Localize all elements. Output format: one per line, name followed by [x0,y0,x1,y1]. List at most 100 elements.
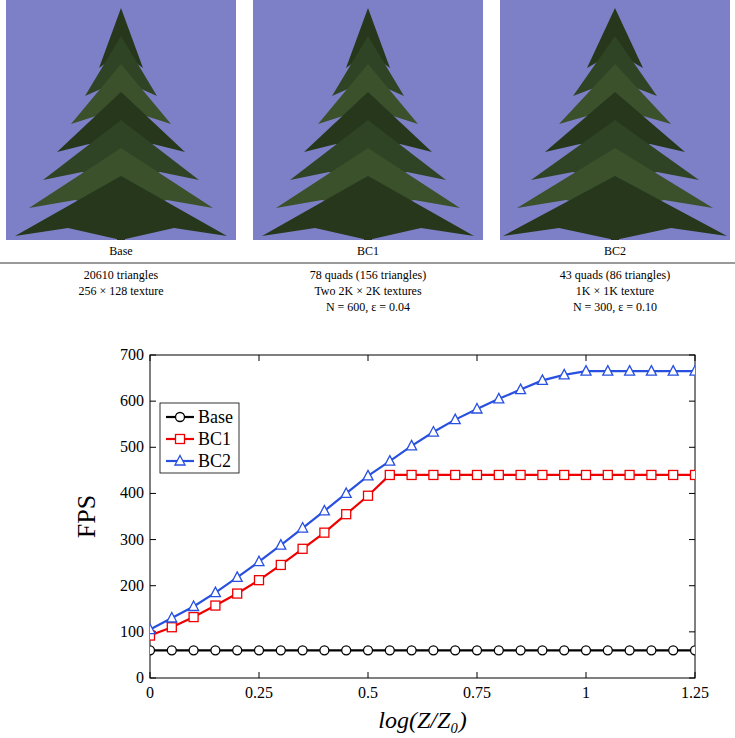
image-caption: Two 2K × 2K textures [314,284,422,298]
point [582,470,591,479]
legend: BaseBC1BC2 [160,403,239,473]
point [647,470,656,479]
figure: Base20610 triangles256 × 128 textureBC17… [0,0,735,738]
point [582,646,591,655]
x-tick [368,672,369,678]
point [560,646,569,655]
point [494,646,503,655]
legend-marker [176,413,185,422]
foliage [503,176,727,240]
point [320,646,329,655]
legend-label: BC2 [198,451,231,471]
point [320,528,329,537]
point [669,646,678,655]
x-tick-label: 0.75 [463,684,491,701]
legend-box [160,403,239,473]
image-title: BC2 [604,244,626,258]
y-tick [150,447,156,448]
x-tick [586,672,587,678]
y-tick [689,585,695,586]
point [581,366,591,376]
point [538,646,547,655]
y-tick [689,493,695,494]
y-tick [689,678,695,679]
point [451,470,460,479]
point [538,470,547,479]
y-axis-title: FPS [72,495,101,538]
y-tick [689,447,695,448]
point [342,646,351,655]
y-tick [689,539,695,540]
image-title: BC1 [357,244,379,258]
point [210,587,220,597]
point [233,646,242,655]
point [298,523,308,533]
point [647,646,656,655]
point [690,366,695,376]
point [341,488,351,498]
point [516,470,525,479]
point [668,366,678,376]
x-tick [150,672,151,678]
x-tick [259,672,260,678]
image-caption: 1K × 1K texture [576,284,654,298]
point [364,491,373,500]
x-tick [259,355,260,361]
plot-frame [150,355,695,678]
y-tick [150,539,156,540]
point [669,470,678,479]
x-tick-label: 1.25 [681,684,709,701]
point [319,505,329,514]
x-tick [150,355,151,361]
x-tick-label: 0.5 [358,684,378,701]
point [255,576,264,585]
point [451,646,460,655]
point [537,375,547,385]
point [211,646,220,655]
point [189,601,199,611]
point [516,646,525,655]
point [603,366,613,376]
point [603,646,612,655]
point [691,646,696,655]
point [429,646,438,655]
point [167,613,177,623]
point [428,427,438,437]
point [603,470,612,479]
y-tick [150,585,156,586]
tree-image [6,0,236,240]
point [407,646,416,655]
legend-label: Base [198,407,233,427]
point [255,646,264,655]
point [298,646,307,655]
y-tick [689,355,695,356]
y-tick-label: 700 [120,346,144,363]
point [385,456,395,466]
foliage [262,176,474,240]
image-background [6,0,236,240]
y-tick-label: 500 [120,438,144,455]
x-tick [695,355,696,361]
image-caption: 78 quads (156 triangles) [310,268,426,282]
point [560,470,569,479]
point [298,544,307,553]
point [276,560,285,569]
point [516,384,526,394]
y-tick [689,401,695,402]
y-tick [150,493,156,494]
plot-data [150,366,695,655]
legend-marker [175,456,185,466]
point [232,572,242,582]
y-tick-label: 200 [120,577,144,594]
series-line [150,649,695,651]
image-caption: 256 × 128 texture [78,284,163,298]
point [450,414,460,424]
point [276,540,286,550]
point [494,470,503,479]
tree-image [253,0,483,240]
point [233,589,242,598]
point [407,470,416,479]
point [342,510,351,519]
point [276,646,285,655]
y-tick [150,401,156,402]
